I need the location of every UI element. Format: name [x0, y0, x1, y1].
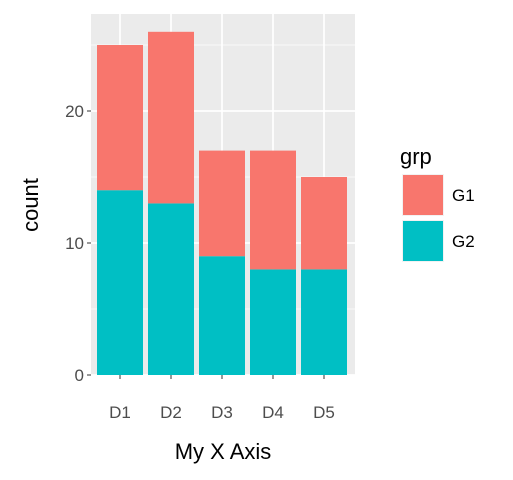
legend-label-g1: G1 — [452, 186, 475, 205]
bar-g1-d2 — [148, 31, 194, 204]
bar-g2-d5 — [301, 269, 347, 375]
bar-g2-d2 — [148, 203, 194, 375]
legend-swatch-g2 — [403, 221, 443, 261]
x-axis: D1 D2 D3 D4 D5 — [109, 375, 335, 422]
x-tick-label: D4 — [262, 403, 284, 422]
y-tick-label: 0 — [75, 366, 84, 385]
x-axis-title: My X Axis — [175, 439, 272, 464]
x-tick-label: D3 — [211, 403, 233, 422]
y-axis-title: count — [18, 178, 43, 232]
x-tick-label: D1 — [109, 403, 131, 422]
bar-g1-d5 — [301, 177, 347, 270]
legend-swatch-g1 — [403, 175, 443, 215]
x-tick-label: D5 — [313, 403, 335, 422]
legend-entries: G1 G2 — [402, 174, 475, 262]
legend-label-g2: G2 — [452, 232, 475, 251]
bar-g1-d4 — [250, 150, 296, 270]
bar-g1-d3 — [199, 150, 245, 257]
bar-g2-d3 — [199, 256, 245, 375]
bar-g2-d1 — [97, 190, 143, 375]
y-tick-label: 20 — [65, 102, 84, 121]
x-tick-label: D2 — [160, 403, 182, 422]
bars-layer — [97, 31, 347, 375]
bar-g2-d4 — [250, 269, 296, 375]
bar-g1-d1 — [97, 45, 143, 191]
y-axis: 0 10 20 — [65, 102, 91, 385]
y-tick-label: 10 — [65, 234, 84, 253]
legend: grp G1 G2 — [400, 144, 475, 262]
legend-title: grp — [400, 144, 432, 169]
